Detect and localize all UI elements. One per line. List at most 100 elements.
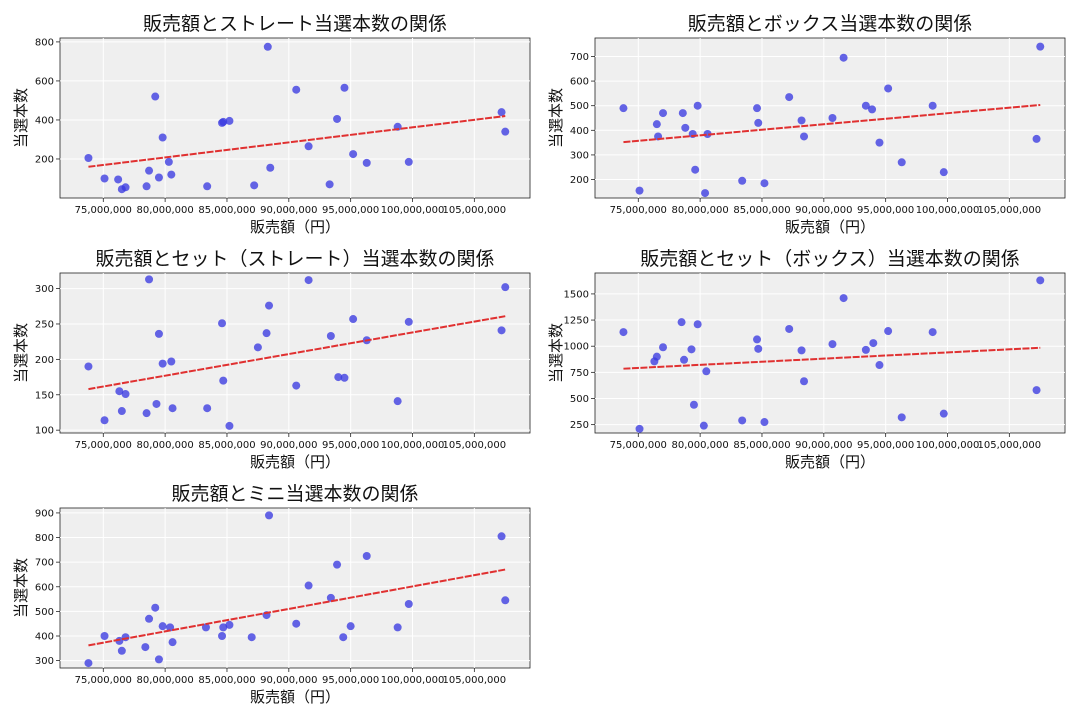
scatter-point (225, 620, 234, 629)
scatter-point (785, 93, 794, 102)
x-tick-label: 90,000,000 (795, 440, 852, 451)
scatter-point (701, 189, 710, 198)
y-tick-label: 1000 (564, 342, 589, 353)
scatter-point (404, 157, 413, 166)
scatter-point (884, 327, 893, 336)
scatter-point (167, 357, 176, 366)
scatter-point (693, 320, 702, 329)
trend-line (88, 568, 506, 647)
scatter-point (1032, 134, 1041, 143)
scatter-point (84, 362, 93, 371)
chart-title: 販売額とミニ当選本数の関係 (171, 483, 418, 505)
scatter-point (141, 643, 150, 652)
x-tick-label: 105,000,000 (978, 205, 1042, 216)
scatter-point (219, 117, 228, 126)
scatter-point (652, 352, 661, 361)
scatter-point (868, 105, 877, 114)
y-tick-label: 800 (35, 533, 54, 544)
scatter-point (225, 116, 234, 125)
x-tick-label: 105,000,000 (443, 675, 507, 686)
scatter-point (219, 623, 228, 632)
y-tick-label: 700 (35, 558, 54, 569)
scatter-point (265, 511, 274, 520)
x-axis-label: 販売額（円） (785, 453, 875, 471)
chart-panel-2: 75,000,000 80,000,000 85,000,000 90,000,000… (547, 13, 1066, 236)
scatter-point (145, 166, 154, 175)
scatter-point (861, 101, 870, 110)
scatter-point (121, 390, 130, 399)
y-tick-label: 200 (35, 154, 54, 165)
scatter-point (738, 416, 747, 425)
x-tick-label: 100,000,000 (381, 205, 445, 216)
scatter-point (501, 596, 510, 605)
scatter-point (875, 138, 884, 147)
scatter-point (339, 633, 348, 642)
chart-title: 販売額とボックス当選本数の関係 (688, 13, 972, 35)
x-tick-label: 105,000,000 (443, 440, 507, 451)
scatter-point (760, 179, 769, 188)
scatter-point (393, 623, 402, 632)
y-tick-label: 300 (35, 284, 54, 295)
y-tick-label: 1250 (564, 316, 589, 327)
chart-panel-4: 75,000,000 80,000,000 85,000,000 90,000,000… (547, 248, 1066, 471)
scatter-point (164, 157, 173, 166)
chart-panel-5: 75,000,000 80,000,000 85,000,000 90,000,000… (12, 483, 531, 706)
scatter-point (349, 315, 358, 324)
x-tick-label: 100,000,000 (381, 440, 445, 451)
scatter-point (154, 655, 163, 664)
trend-line (623, 346, 1041, 370)
scatter-point (115, 387, 124, 396)
y-tick-label: 1500 (564, 289, 589, 300)
scatter-point (84, 154, 93, 162)
scatter-point (703, 130, 712, 138)
y-tick-label: 400 (570, 126, 589, 137)
y-tick-label: 200 (35, 355, 54, 366)
y-tick-label: 250 (570, 420, 589, 431)
y-axis-label: 当選本数 (547, 88, 565, 148)
scatter-point (114, 175, 123, 184)
scatter-point (497, 532, 506, 541)
scatter-point (497, 326, 506, 335)
x-tick-label: 80,000,000 (136, 675, 193, 686)
scatter-point (253, 343, 262, 352)
scatter-point (659, 343, 668, 352)
scatter-point (753, 335, 762, 344)
scatter-point (263, 42, 272, 51)
scatter-point (340, 373, 349, 382)
scatter-point (928, 328, 937, 337)
y-tick-label: 200 (570, 175, 589, 186)
y-tick-label: 700 (570, 52, 589, 63)
x-tick-label: 75,000,000 (610, 205, 667, 216)
x-tick-label: 100,000,000 (381, 675, 445, 686)
y-tick-label: 500 (570, 394, 589, 405)
scatter-point (828, 114, 837, 122)
y-tick-label: 300 (35, 656, 54, 667)
x-tick-label: 90,000,000 (260, 675, 317, 686)
scatter-point (687, 345, 696, 354)
scatter-point (304, 276, 313, 285)
scatter-point (800, 132, 809, 141)
x-tick-label: 75,000,000 (75, 440, 132, 451)
plot-area (59, 37, 531, 199)
y-axis-label: 当選本数 (12, 558, 30, 618)
scatter-point (501, 127, 510, 136)
y-axis-label: 当選本数 (12, 88, 30, 148)
scatter-point (203, 182, 212, 191)
scatter-point (861, 345, 870, 354)
x-tick-label: 85,000,000 (198, 205, 255, 216)
x-axis-label: 販売額（円） (250, 453, 340, 471)
y-tick-label: 600 (35, 76, 54, 87)
scatter-point (691, 165, 700, 174)
scatter-point (404, 317, 413, 326)
scatter-point (939, 168, 948, 177)
y-tick-label: 500 (570, 101, 589, 112)
x-tick-label: 90,000,000 (795, 205, 852, 216)
scatter-point (897, 413, 906, 422)
chart-panel-3: 75,000,000 80,000,000 85,000,000 90,000,000… (12, 248, 531, 471)
scatter-point (292, 619, 301, 628)
x-tick-label: 100,000,000 (916, 440, 980, 451)
scatter-point (884, 84, 893, 93)
scatter-point (753, 104, 762, 113)
scatter-point (702, 367, 711, 376)
